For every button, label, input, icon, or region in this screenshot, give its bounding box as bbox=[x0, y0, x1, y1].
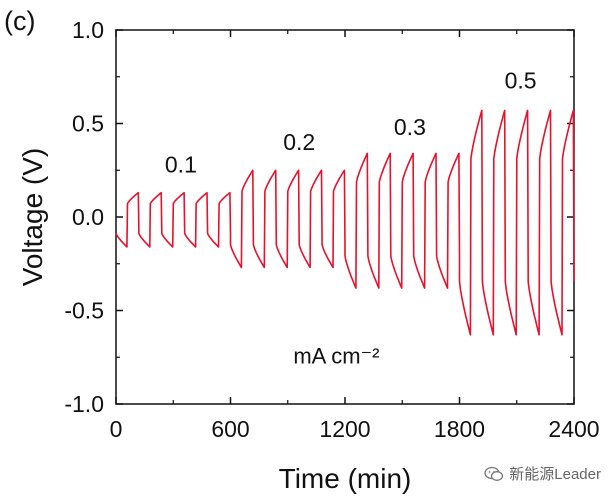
current-density-label: 0.3 bbox=[394, 114, 426, 140]
y-tick-label: 1.0 bbox=[72, 17, 104, 43]
y-tick-label: -1.0 bbox=[64, 391, 104, 417]
x-tick-label: 0 bbox=[110, 416, 123, 442]
watermark-text: 新能源Leader bbox=[509, 466, 601, 483]
y-tick-label: 0.0 bbox=[72, 204, 104, 230]
current-density-label: 0.2 bbox=[283, 129, 315, 155]
voltage-curve bbox=[115, 109, 575, 336]
panel-label: (c) bbox=[4, 6, 36, 36]
watermark: 新能源Leader bbox=[484, 463, 601, 484]
wechat-icon bbox=[484, 466, 504, 481]
x-tick-label: 2400 bbox=[548, 416, 599, 442]
x-tick-label: 1800 bbox=[434, 416, 485, 442]
y-tick-label: -0.5 bbox=[64, 298, 104, 324]
x-axis-title: Time (min) bbox=[279, 463, 412, 494]
tick-marks bbox=[115, 29, 575, 405]
annotation-layer: 0 600 1200 1800 2400 -1.0 -0.5 0.0 0.5 1.0 Time (m… bbox=[17, 17, 600, 494]
x-tick-label: 1200 bbox=[319, 416, 370, 442]
y-axis-title: Voltage (V) bbox=[17, 148, 48, 287]
unit-annotation: mA cm⁻² bbox=[293, 343, 379, 368]
x-tick-label: 600 bbox=[211, 416, 249, 442]
series-layer bbox=[115, 109, 575, 336]
y-tick-label: 0.5 bbox=[72, 111, 104, 137]
current-density-label: 0.5 bbox=[505, 67, 537, 93]
current-density-label: 0.1 bbox=[165, 152, 197, 178]
